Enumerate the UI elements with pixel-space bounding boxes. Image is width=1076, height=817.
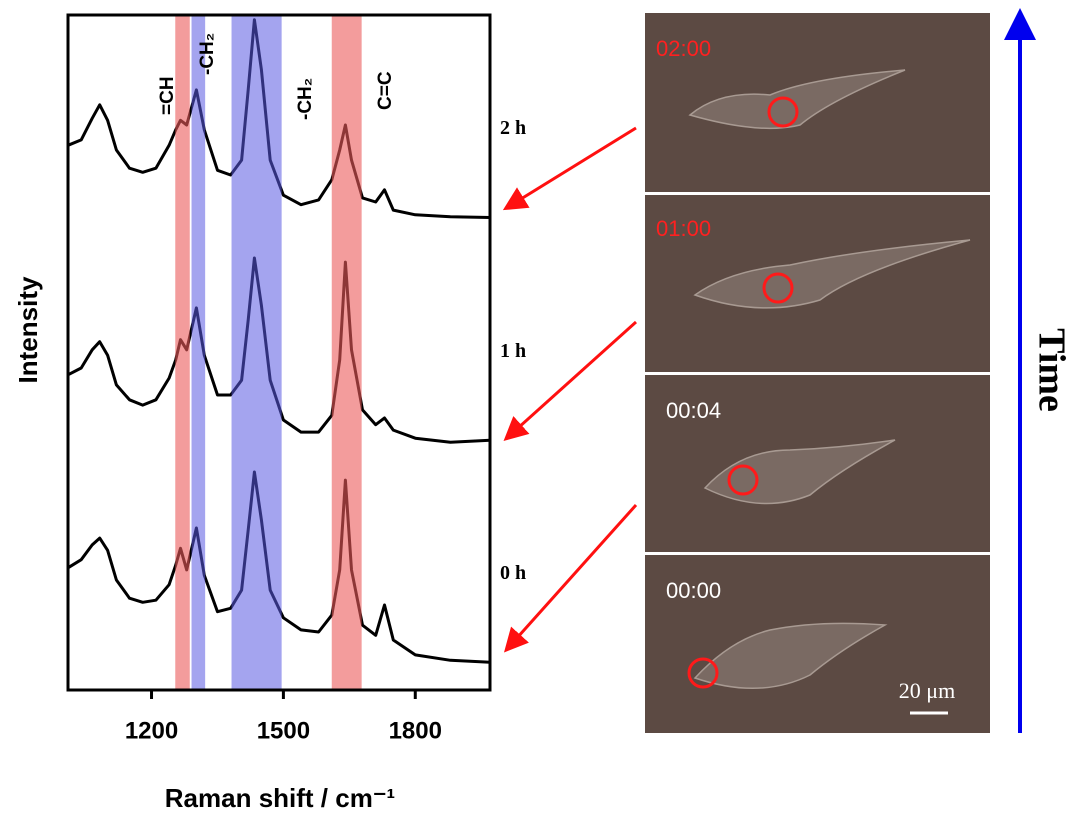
time-label: Time: [1030, 328, 1072, 412]
band: [331, 15, 362, 690]
timestamp: 01:00: [656, 216, 711, 241]
band: [191, 15, 206, 690]
panel: [645, 13, 990, 192]
x-tick-label: 1500: [257, 717, 310, 744]
band-label: -CH₂: [197, 33, 218, 75]
band-label: -CH₂: [295, 78, 316, 120]
band-label: =CH: [157, 76, 178, 115]
band-label: C=C: [375, 71, 396, 110]
trace-label: 1 h: [500, 340, 526, 362]
arrow: [502, 126, 637, 211]
plot-frame: [66, 13, 492, 692]
panel: [645, 195, 990, 372]
x-tick-label: 1200: [125, 717, 178, 744]
trace-label: 2 h: [500, 117, 526, 139]
arrow: [503, 503, 638, 653]
y-axis-label: Intensity: [13, 276, 43, 383]
band: [175, 15, 190, 690]
spectra-chart: 0 h 1 h 2 h =CH -CH₂ -CH₂ C=C 1200 1500 1800: [66, 13, 526, 744]
panel: [645, 375, 990, 552]
timestamp: 00:04: [666, 398, 721, 423]
timestamp: 02:00: [656, 36, 711, 61]
trace-label: 0 h: [500, 562, 526, 584]
timestamp: 00:00: [666, 578, 721, 603]
x-axis-label: Raman shift / cm⁻¹: [165, 783, 395, 813]
scale-bar-label: 20 μm: [899, 678, 955, 703]
band: [231, 15, 282, 690]
x-tick-label: 1800: [389, 717, 442, 744]
arrow: [503, 320, 638, 442]
panel: [645, 555, 990, 733]
